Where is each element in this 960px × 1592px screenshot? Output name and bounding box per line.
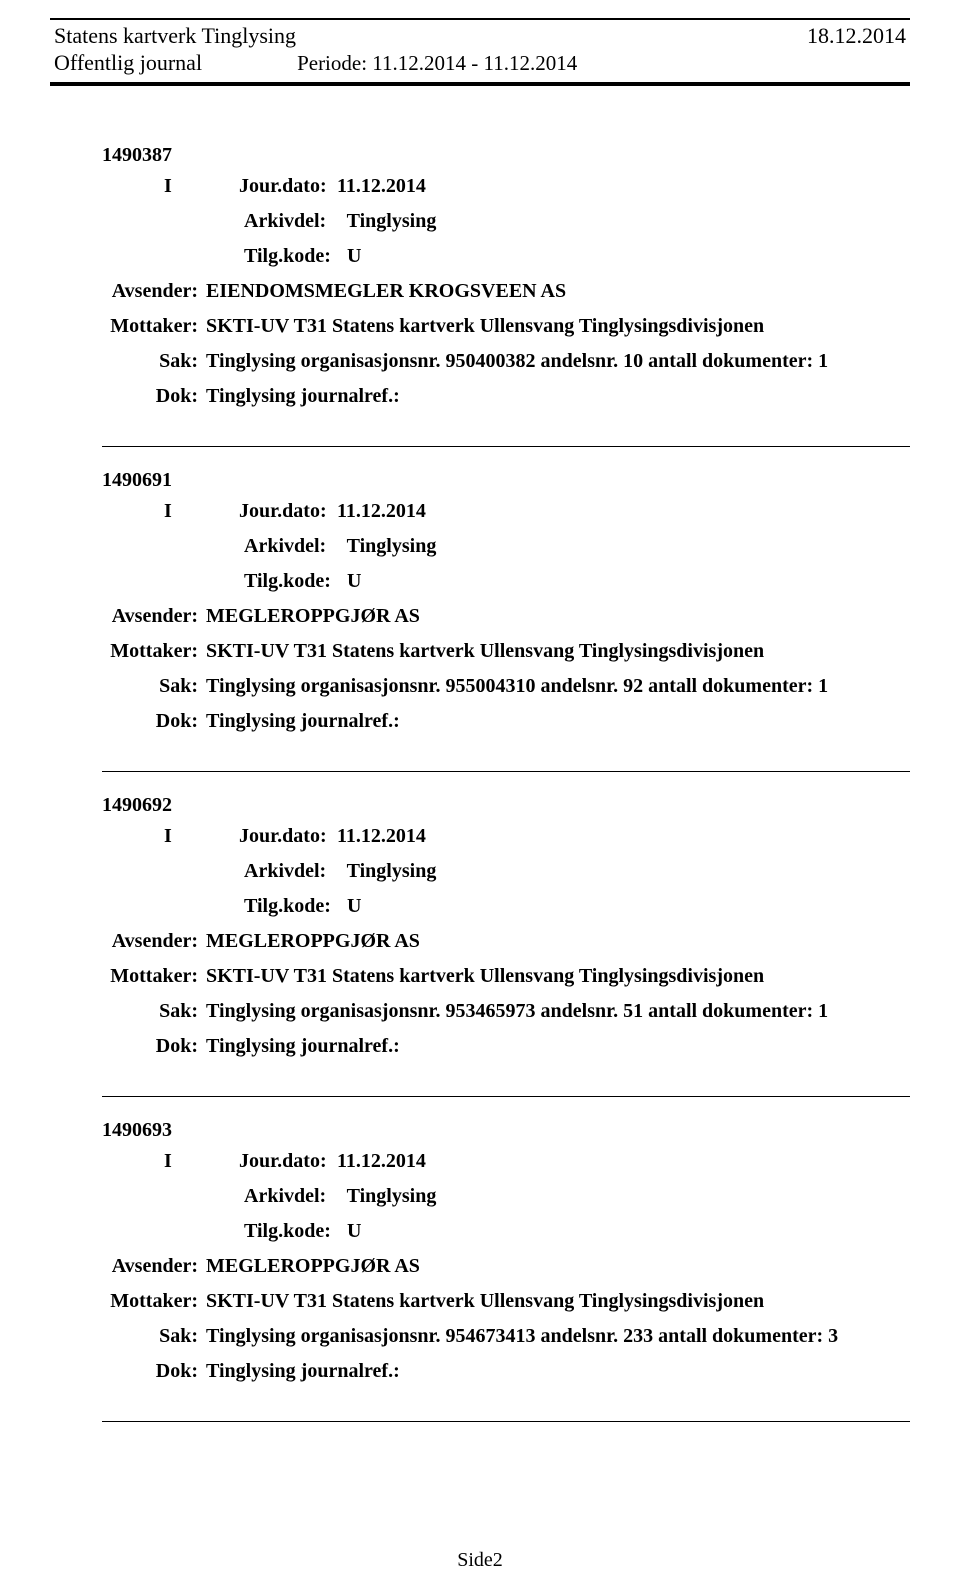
jourdato-label: Jour.dato:	[239, 171, 337, 202]
sak-value: Tinglysing organisasjonsnr. 955004310 an…	[206, 671, 828, 702]
mottaker-label: Mottaker:	[102, 311, 198, 342]
mottaker-label: Mottaker:	[102, 1286, 198, 1317]
tilgkode-value: U	[347, 895, 361, 917]
document-header: Statens kartverk Tinglysing 18.12.2014 O…	[50, 18, 910, 86]
arkivdel-label: Arkivdel:	[244, 1181, 342, 1212]
record: 1490691 I Jour.dato: 11.12.2014 Arkivdel…	[102, 469, 910, 772]
arkivdel-value: Tinglysing	[347, 210, 437, 232]
arkivdel-label: Arkivdel:	[244, 531, 342, 562]
record-id: 1490691	[102, 469, 910, 492]
avsender-label: Avsender:	[102, 1251, 198, 1282]
dok-label: Dok:	[102, 1356, 198, 1387]
dok-label: Dok:	[102, 381, 198, 412]
mottaker-label: Mottaker:	[102, 961, 198, 992]
jourdato-value: 11.12.2014	[337, 171, 426, 202]
header-date: 18.12.2014	[807, 23, 906, 49]
mottaker-value: SKTI-UV T31 Statens kartverk Ullensvang …	[206, 636, 764, 667]
sak-label: Sak:	[102, 346, 198, 377]
record-divider	[102, 1421, 910, 1422]
arkivdel-value: Tinglysing	[347, 1185, 437, 1207]
record: 1490692 I Jour.dato: 11.12.2014 Arkivdel…	[102, 794, 910, 1097]
arkivdel-value: Tinglysing	[347, 535, 437, 557]
record-direction: I	[164, 496, 239, 527]
arkivdel-label: Arkivdel:	[244, 856, 342, 887]
sak-label: Sak:	[102, 996, 198, 1027]
record-divider	[102, 446, 910, 447]
tilgkode-label: Tilg.kode:	[244, 566, 342, 597]
records-container: 1490387 I Jour.dato: 11.12.2014 Arkivdel…	[50, 144, 910, 1422]
header-title: Statens kartverk Tinglysing	[54, 23, 296, 49]
dok-label: Dok:	[102, 1031, 198, 1062]
tilgkode-value: U	[347, 570, 361, 592]
avsender-label: Avsender:	[102, 601, 198, 632]
dok-label: Dok:	[102, 706, 198, 737]
jourdato-value: 11.12.2014	[337, 496, 426, 527]
tilgkode-value: U	[347, 1220, 361, 1242]
arkivdel-value: Tinglysing	[347, 860, 437, 882]
avsender-value: EIENDOMSMEGLER KROGSVEEN AS	[206, 276, 566, 307]
record-divider	[102, 771, 910, 772]
jourdato-value: 11.12.2014	[337, 821, 426, 852]
jourdato-label: Jour.dato:	[239, 496, 337, 527]
record-direction: I	[164, 821, 239, 852]
avsender-label: Avsender:	[102, 926, 198, 957]
arkivdel-label: Arkivdel:	[244, 206, 342, 237]
mottaker-value: SKTI-UV T31 Statens kartverk Ullensvang …	[206, 961, 764, 992]
sak-label: Sak:	[102, 1321, 198, 1352]
dok-value: Tinglysing journalref.:	[206, 381, 400, 412]
header-period: Periode: 11.12.2014 - 11.12.2014	[297, 51, 577, 76]
dok-value: Tinglysing journalref.:	[206, 706, 400, 737]
mottaker-value: SKTI-UV T31 Statens kartverk Ullensvang …	[206, 1286, 764, 1317]
tilgkode-label: Tilg.kode:	[244, 1216, 342, 1247]
record-direction: I	[164, 1146, 239, 1177]
record-divider	[102, 1096, 910, 1097]
sak-value: Tinglysing organisasjonsnr. 954673413 an…	[206, 1321, 838, 1352]
record: 1490693 I Jour.dato: 11.12.2014 Arkivdel…	[102, 1119, 910, 1422]
tilgkode-value: U	[347, 245, 361, 267]
record-id: 1490693	[102, 1119, 910, 1142]
header-subtitle: Offentlig journal	[54, 50, 202, 76]
mottaker-value: SKTI-UV T31 Statens kartverk Ullensvang …	[206, 311, 764, 342]
jourdato-label: Jour.dato:	[239, 821, 337, 852]
jourdato-label: Jour.dato:	[239, 1146, 337, 1177]
jourdato-value: 11.12.2014	[337, 1146, 426, 1177]
sak-value: Tinglysing organisasjonsnr. 950400382 an…	[206, 346, 828, 377]
record-id: 1490692	[102, 794, 910, 817]
mottaker-label: Mottaker:	[102, 636, 198, 667]
avsender-value: MEGLEROPPGJØR AS	[206, 601, 420, 632]
tilgkode-label: Tilg.kode:	[244, 241, 342, 272]
avsender-value: MEGLEROPPGJØR AS	[206, 926, 420, 957]
record: 1490387 I Jour.dato: 11.12.2014 Arkivdel…	[102, 144, 910, 447]
record-id: 1490387	[102, 144, 910, 167]
footer-page: Side2	[0, 1549, 960, 1572]
avsender-value: MEGLEROPPGJØR AS	[206, 1251, 420, 1282]
record-direction: I	[164, 171, 239, 202]
sak-value: Tinglysing organisasjonsnr. 953465973 an…	[206, 996, 828, 1027]
dok-value: Tinglysing journalref.:	[206, 1356, 400, 1387]
sak-label: Sak:	[102, 671, 198, 702]
dok-value: Tinglysing journalref.:	[206, 1031, 400, 1062]
tilgkode-label: Tilg.kode:	[244, 891, 342, 922]
avsender-label: Avsender:	[102, 276, 198, 307]
